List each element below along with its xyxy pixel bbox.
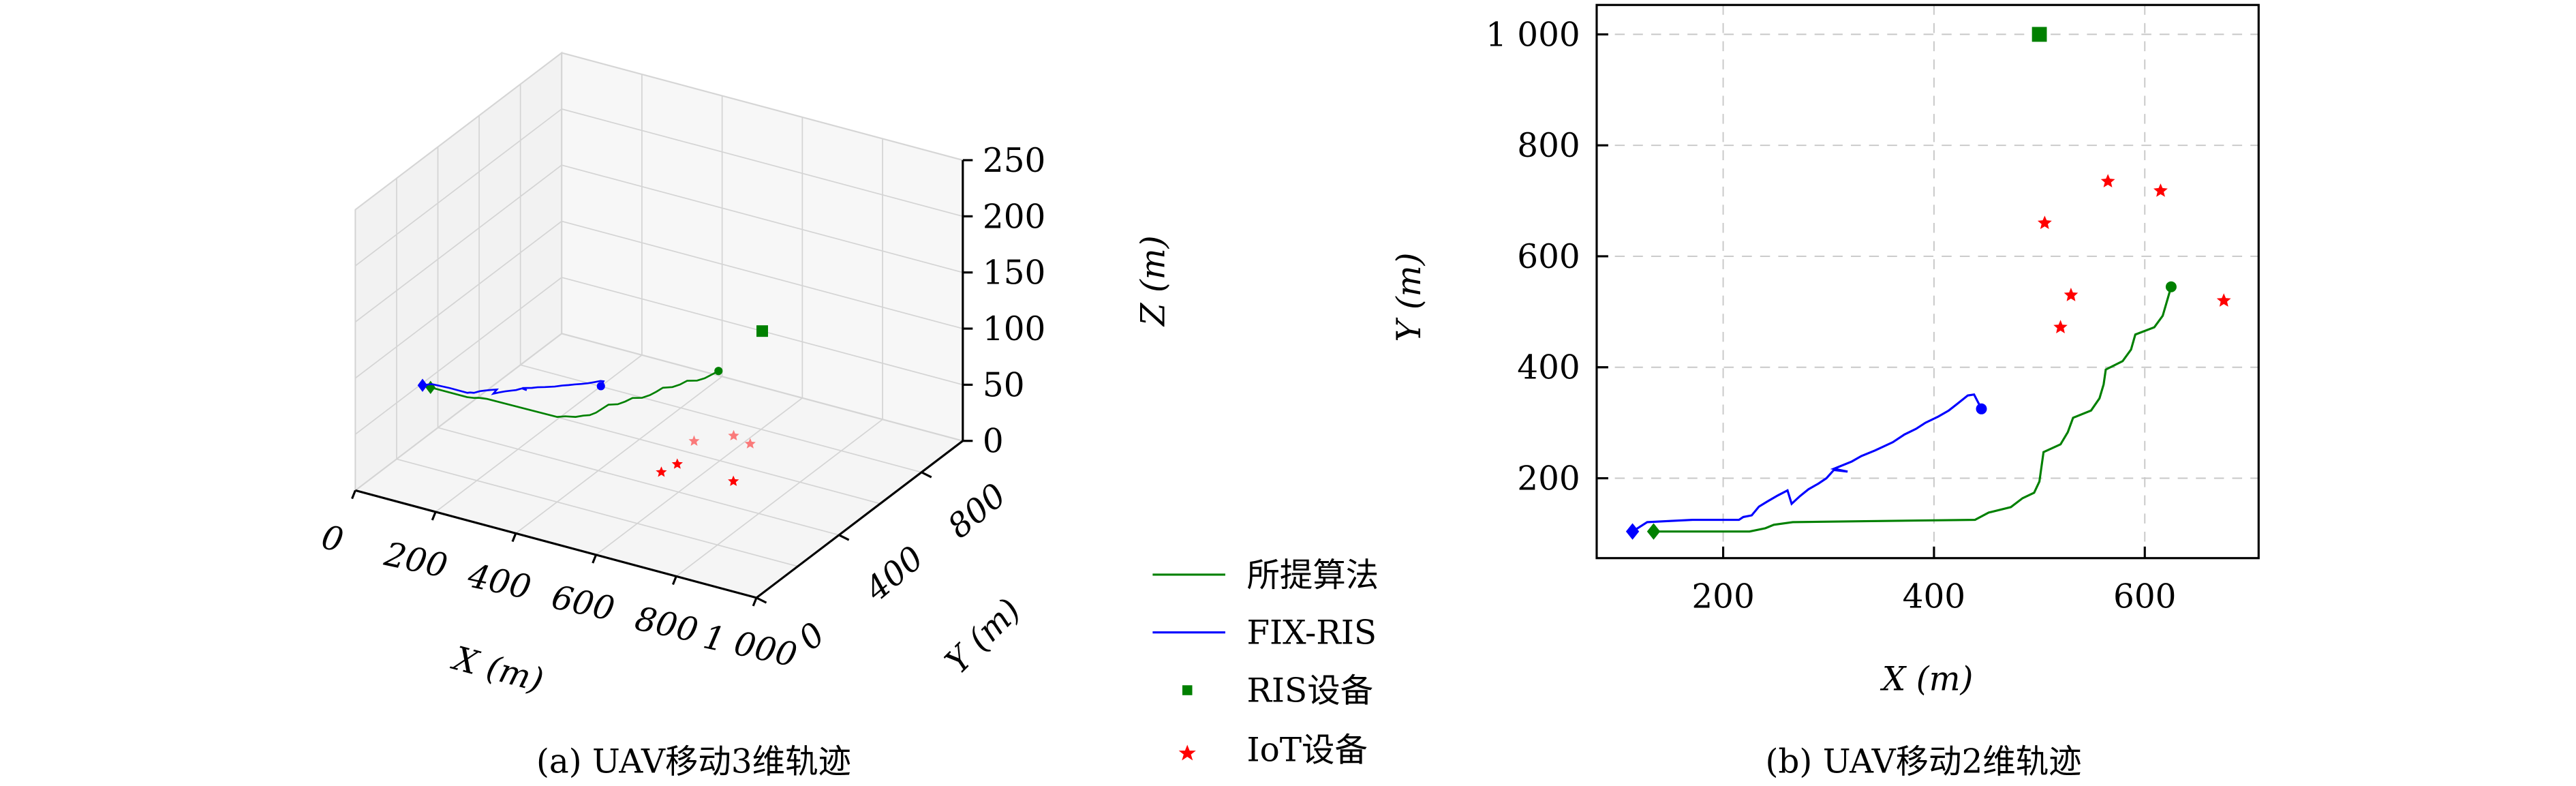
z-tick-label: 150 <box>983 254 1045 292</box>
x-tick-label: 800 <box>632 600 701 650</box>
back-gridline <box>561 52 964 161</box>
series-line-3d-0 <box>430 370 719 418</box>
caption-b: (b) UAV移动2维轨迹 <box>1766 743 2082 781</box>
iot-marker-3d <box>688 435 700 447</box>
x-tick <box>752 597 758 607</box>
left-gridline <box>354 277 562 435</box>
z-tick-label: 200 <box>983 198 1045 236</box>
y-tick <box>921 471 932 479</box>
x-axis-line <box>355 489 757 599</box>
iot-marker <box>2037 215 2052 229</box>
end-marker-circle <box>2165 281 2177 292</box>
y-tick-label: 0 <box>792 616 833 659</box>
plot-2d-trajectory: 200 400 600 200 400 600 800 1 000 X (m) Y (m) <box>1390 3 2260 699</box>
ris-marker <box>2031 27 2047 42</box>
floor-gridline <box>596 397 803 556</box>
iot-marker <box>2100 174 2115 187</box>
x-tick-label: 200 <box>380 535 450 586</box>
iot-marker-3d <box>744 438 756 449</box>
end-marker-circle <box>1976 403 1987 414</box>
back-gridline <box>561 164 964 273</box>
series-line-3d-1 <box>422 380 605 395</box>
series-line-1 <box>1631 393 1982 533</box>
back-gridline <box>561 333 964 442</box>
left-gridline <box>354 333 562 492</box>
end-marker-circle-3d <box>714 367 723 376</box>
iot-marker <box>2153 183 2168 197</box>
x-tick-label: 200 <box>1691 577 1754 616</box>
x-tick-label: 0 <box>318 518 347 560</box>
back-gridline <box>561 108 964 217</box>
end-marker-circle-3d <box>596 382 605 391</box>
back-gridline <box>561 220 964 329</box>
floor-gridline <box>438 427 840 536</box>
x-axis-label: X (m) <box>447 639 547 700</box>
floor-gridline <box>396 458 798 567</box>
floor-gridline <box>515 376 723 534</box>
legend-marker-ris <box>1182 685 1193 695</box>
iot-marker <box>2053 320 2068 334</box>
x-tick <box>592 554 598 564</box>
iot-marker <box>2064 287 2079 301</box>
y-tick-label: 800 <box>940 477 1013 546</box>
start-marker-diamond <box>1625 523 1640 540</box>
y-tick-label: 1 000 <box>1486 16 1580 54</box>
legend-label-proposed: 所提算法 <box>1246 556 1379 594</box>
z-tick-label: 0 <box>983 423 1004 461</box>
legend: 所提算法 FIX-RIS RIS设备 IoT设备 <box>1152 556 1379 770</box>
legend-marker-iot-star <box>1178 744 1196 761</box>
series-line-0 <box>1653 286 2173 533</box>
x-tick-label: 400 <box>1903 577 1965 616</box>
x-tick-label: 400 <box>464 556 534 607</box>
y-tick-label: 200 <box>1517 459 1580 498</box>
left-gridline <box>354 164 562 323</box>
y-tick-label: 400 <box>857 539 931 609</box>
y-tick <box>756 596 767 604</box>
z-tick-label: 100 <box>983 310 1045 348</box>
legend-label-iot: IoT设备 <box>1246 731 1367 770</box>
iot-marker-3d <box>728 429 739 441</box>
left-gridline <box>354 52 562 211</box>
left-gridline <box>354 108 562 267</box>
iot-marker-3d <box>671 458 683 469</box>
x-tick-label: 1 000 <box>700 618 800 675</box>
y-axis-line <box>756 440 964 599</box>
plot-frame <box>1595 3 2260 560</box>
x-axis-label: X (m) <box>1880 661 1974 699</box>
y-tick <box>838 534 850 541</box>
x-tick <box>431 511 437 521</box>
floor-gridline <box>675 419 883 577</box>
y-axis-label: Y (m) <box>1390 252 1428 342</box>
start-marker-diamond <box>1646 523 1661 540</box>
ris-marker-3d <box>756 325 768 337</box>
iot-marker-3d <box>728 475 739 486</box>
y-tick-label: 600 <box>1517 238 1580 276</box>
y-tick-label: 400 <box>1517 349 1580 387</box>
left-gridline <box>354 220 562 379</box>
x-tick <box>351 489 356 500</box>
caption-a: (a) UAV移动3维轨迹 <box>536 743 851 781</box>
legend-label-ris: RIS设备 <box>1246 671 1373 710</box>
floor-gridline <box>435 354 643 513</box>
legend-label-fix-ris: FIX-RIS <box>1246 614 1377 652</box>
iot-marker <box>2216 293 2231 307</box>
z-tick-label: 50 <box>983 366 1025 404</box>
iot-marker-3d <box>656 466 667 477</box>
x-tick <box>511 532 517 543</box>
x-tick-label: 600 <box>2113 577 2176 616</box>
y-tick-label: 800 <box>1517 127 1580 165</box>
start-marker-diamond-3d <box>417 378 428 392</box>
z-tick-label: 250 <box>983 142 1045 180</box>
x-tick <box>672 575 677 586</box>
z-axis-label: Z (m) <box>1134 235 1172 327</box>
x-tick-label: 600 <box>548 578 617 629</box>
y-axis-label: Y (m) <box>938 591 1028 681</box>
